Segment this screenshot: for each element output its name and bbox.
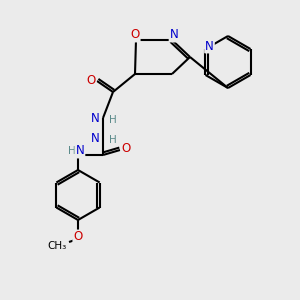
Text: N: N <box>76 145 84 158</box>
Text: O: O <box>130 28 140 41</box>
Text: O: O <box>86 74 96 86</box>
Text: N: N <box>205 40 214 52</box>
Text: O: O <box>122 142 130 155</box>
Text: N: N <box>91 131 99 145</box>
Text: H: H <box>109 115 117 125</box>
Text: CH₃: CH₃ <box>47 241 67 251</box>
Text: N: N <box>91 112 99 124</box>
Text: N: N <box>169 28 178 41</box>
Text: H: H <box>109 135 117 145</box>
Text: H: H <box>68 146 76 156</box>
Text: O: O <box>74 230 82 244</box>
